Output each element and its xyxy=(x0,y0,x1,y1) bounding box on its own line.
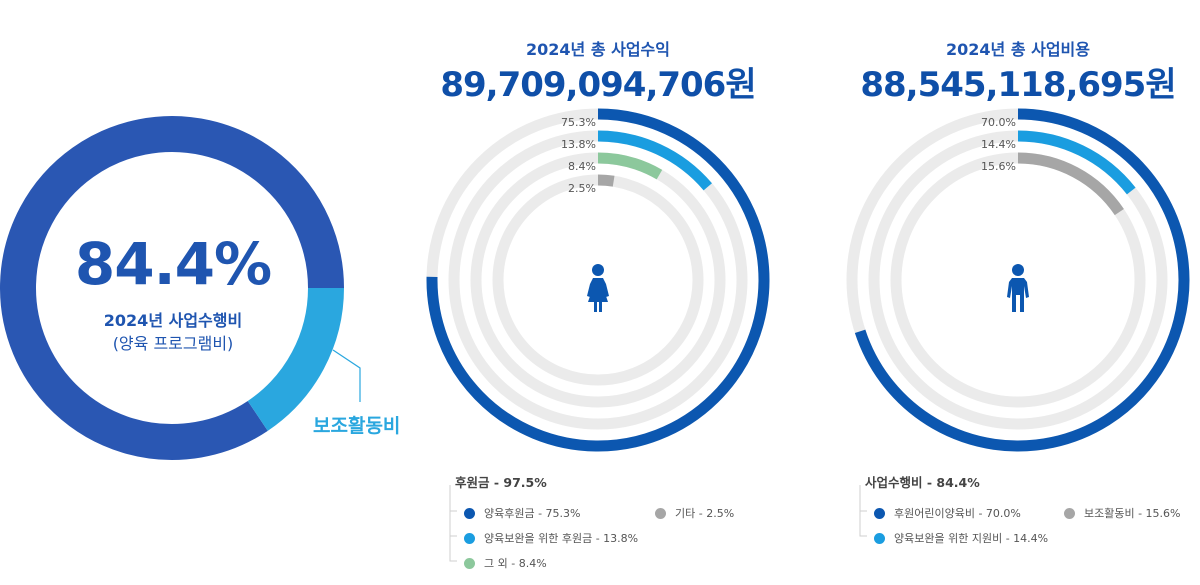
expense-ring-label: 14.4% xyxy=(981,138,1016,151)
legend-dot xyxy=(1064,507,1075,519)
radial-bar xyxy=(854,108,1190,452)
legend-item: 기타 - 2.5% xyxy=(655,505,734,521)
income-ring-label: 75.3% xyxy=(561,116,596,129)
radial-bar xyxy=(1017,152,1124,216)
legend-item: 양육보완을 위한 지원비 - 14.4% xyxy=(874,530,1048,546)
radial-bar xyxy=(426,108,770,452)
radial-bar xyxy=(1017,130,1136,195)
expense-ring-label: 70.0% xyxy=(981,116,1016,129)
donut-chart xyxy=(0,116,344,460)
legend-dot xyxy=(655,507,666,519)
expense-legend-bracket xyxy=(859,485,867,537)
girl-figure-icon xyxy=(587,264,609,312)
callout-line xyxy=(332,349,361,402)
expense-radial-chart xyxy=(846,108,1190,452)
legend-item-label: 후원어린이양육비 - 70.0% xyxy=(894,507,1021,520)
legend-item: 양육보완을 위한 후원금 - 13.8% xyxy=(464,530,638,546)
legend-dot xyxy=(874,507,885,519)
legend-item: 보조활동비 - 15.6% xyxy=(1064,505,1181,521)
income-title: 2024년 총 사업수익 xyxy=(526,40,670,59)
legend-dot xyxy=(464,532,475,544)
legend-item: 후원어린이양육비 - 70.0% xyxy=(874,505,1021,521)
legend-item: 양육후원금 - 75.3% xyxy=(464,505,581,521)
donut-center-value: 84.4% xyxy=(74,230,272,298)
legend-item-label: 양육보완을 위한 지원비 - 14.4% xyxy=(894,532,1049,545)
expense-ring-label: 15.6% xyxy=(981,160,1016,173)
donut-callout-label: 보조활동비 xyxy=(313,415,401,437)
donut-slice xyxy=(0,116,344,460)
donut-slice xyxy=(247,287,344,431)
income-legend-bracket xyxy=(449,485,457,562)
income-ring-label: 2.5% xyxy=(568,182,596,195)
radial-bar xyxy=(597,130,712,191)
legend-item: 그 외 - 8.4% xyxy=(464,555,547,571)
legend-item-label: 그 외 - 8.4% xyxy=(484,557,547,570)
income-radial-chart xyxy=(426,108,770,452)
income-ring-label: 13.8% xyxy=(561,138,596,151)
income-legend-title: 후원금 - 97.5% xyxy=(455,475,547,490)
income-ring-label: 8.4% xyxy=(568,160,596,173)
legend-item-label: 보조활동비 - 15.6% xyxy=(1084,507,1181,520)
legend-dot xyxy=(874,532,885,544)
legend-item-label: 양육보완을 위한 후원금 - 13.8% xyxy=(484,532,639,545)
legend-dot xyxy=(464,557,475,569)
legend-dot xyxy=(464,507,475,519)
income-amount: 89,709,094,706원 xyxy=(440,65,756,105)
boy-figure-icon xyxy=(1007,264,1029,312)
donut-center-title: 2024년 사업수행비 xyxy=(103,311,243,330)
legend-item-label: 기타 - 2.5% xyxy=(675,507,735,520)
radial-bar xyxy=(597,174,615,187)
expense-title: 2024년 총 사업비용 xyxy=(946,40,1090,59)
expense-legend-title: 사업수행비 - 84.4% xyxy=(865,475,980,490)
legend-item-label: 양육후원금 - 75.3% xyxy=(484,507,581,520)
donut-center-subtitle: (양육 프로그램비) xyxy=(112,334,234,353)
expense-amount: 88,545,118,695원 xyxy=(860,65,1176,105)
radial-bar xyxy=(597,152,663,180)
